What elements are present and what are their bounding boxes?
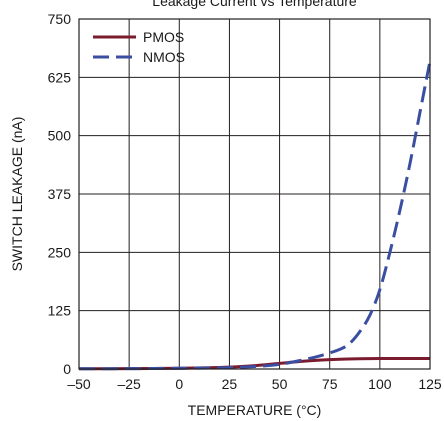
x-tick-label: 100 [368, 376, 392, 392]
y-axis-label: SWITCH LEAKAGE (nA) [9, 117, 25, 272]
plot-frame [78, 18, 431, 370]
y-tick-label: 500 [48, 128, 72, 144]
grid [79, 19, 430, 369]
x-tick-label: 25 [222, 376, 238, 392]
y-tick-label: 750 [48, 11, 72, 27]
x-tick-label: 50 [272, 376, 288, 392]
series-line-nmos [78, 60, 432, 371]
y-tick-label: 625 [48, 69, 72, 85]
x-axis-label: TEMPERATURE (°C) [188, 402, 322, 418]
x-tick-label: 75 [322, 376, 338, 392]
series-lines [78, 60, 432, 371]
legend-label-pmos: PMOS [143, 29, 184, 45]
chart-title: Leakage Current vs Temperature [152, 0, 357, 9]
y-tick-label: 0 [63, 361, 71, 377]
x-tick-label: 0 [175, 376, 183, 392]
y-tick-label: 125 [48, 303, 72, 319]
legend: PMOS NMOS [93, 29, 185, 65]
y-tick-label: 375 [48, 186, 72, 202]
y-tick-label: 250 [48, 244, 72, 260]
x-tick-label: –25 [117, 376, 141, 392]
x-tick-labels: –50 –25 0 25 50 75 100 125 [67, 376, 442, 392]
x-tick-label: 125 [418, 376, 442, 392]
legend-label-nmos: NMOS [143, 49, 185, 65]
y-tick-labels: 0 125 250 375 500 625 750 [48, 11, 72, 377]
x-tick-label: –50 [67, 376, 91, 392]
